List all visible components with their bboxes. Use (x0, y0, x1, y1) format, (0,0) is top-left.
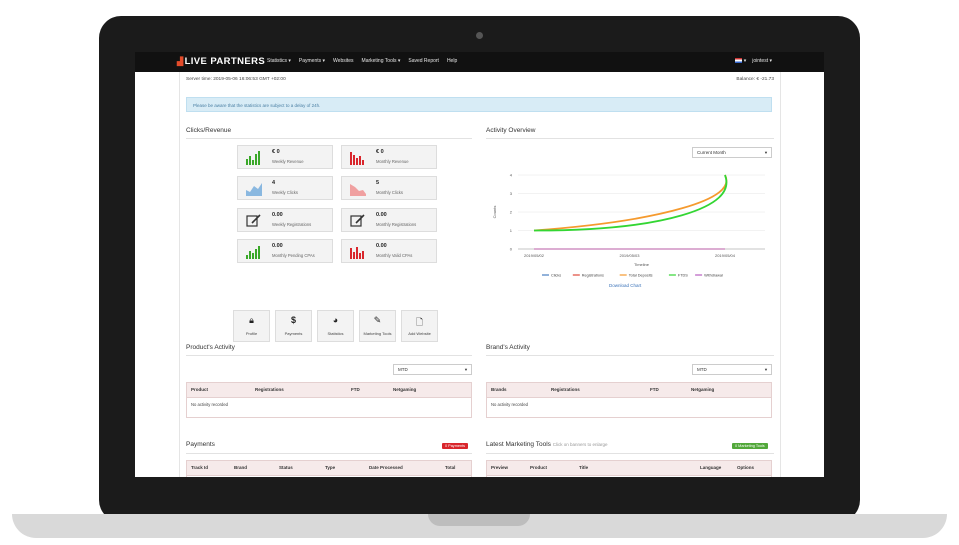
x-tick-label: 2019/05/04 (715, 253, 736, 258)
empty-row: No activity recorded (191, 402, 229, 407)
divider (186, 453, 472, 454)
lock-icon: 🔒︎ (249, 315, 254, 325)
logo-bars-icon: ▟ (177, 57, 184, 66)
marketing-tools-count-badge: 0 Marketing Tools (732, 443, 768, 449)
table-header: Track Id Brand Status Type Date Processe… (187, 461, 471, 476)
logo[interactable]: ▟LIVE PARTNERS (177, 56, 266, 67)
x-axis-label: Timeline (634, 262, 650, 267)
nav-menu: Statistics ▾ Payments ▾ Websites Marketi… (267, 58, 457, 64)
caret-down-icon: ▼ (764, 367, 768, 372)
x-tick-label: 2019/05/02 (524, 253, 545, 258)
brand-activity-title: Brand's Activity (486, 344, 530, 351)
stat-weekly-clicks[interactable]: 4 Weekly Clicks (237, 176, 333, 200)
empty-row: No activity recorded (491, 402, 529, 407)
legend-entry: Registrations (582, 274, 604, 278)
laptop-notch (428, 514, 530, 526)
language-flag-icon[interactable]: ▾ (735, 58, 746, 64)
download-chart-link[interactable]: Download Chart (609, 283, 642, 288)
screen: ▟LIVE PARTNERS Statistics ▾ Payments ▾ W… (135, 52, 824, 477)
divider (486, 453, 774, 454)
y-tick-label: 0 (510, 247, 513, 252)
quick-add-website-button[interactable]: 🗋︎ Add Website (401, 310, 438, 342)
series-line-ftds (533, 174, 728, 232)
dashboard-page: Server time: 2019-05-06 16:06:53 GMT +02… (179, 72, 781, 477)
server-time: Server time: 2019-05-06 16:06:53 GMT +02… (186, 77, 286, 82)
divider (186, 138, 472, 139)
payments-table: Track Id Brand Status Type Date Processe… (186, 460, 472, 477)
user-menu[interactable]: jointest ▾ (752, 58, 772, 64)
clicks-revenue-title: Clicks/Revenue (186, 127, 232, 134)
y-tick-label: 3 (510, 191, 513, 196)
nav-payments[interactable]: Payments ▾ (298, 58, 326, 64)
activity-chart: 0 1 2 3 4 2019/05/02 2019/05/03 2019/05/04 Timel… (492, 173, 765, 278)
product-activity-title: Product's Activity (186, 344, 235, 351)
marketing-tools-table: Preview Product Title Language Options (486, 460, 772, 477)
balance: Balance: € -21.73 (736, 77, 774, 82)
area-chart-icon (246, 183, 262, 196)
series-line-total-deposits (533, 174, 728, 232)
quick-profile-button[interactable]: 🔒︎ Profile (233, 310, 270, 342)
nav-saved-report[interactable]: Saved Report (408, 58, 439, 64)
y-tick-label: 2 (510, 210, 513, 215)
caret-down-icon: ▼ (464, 367, 468, 372)
table-header: Preview Product Title Language Options (487, 461, 771, 476)
bar-chart-icon (246, 151, 260, 165)
edit-icon: ✎ (373, 315, 382, 325)
quick-statistics-button[interactable]: ◕ Statistics (317, 310, 354, 342)
stat-monthly-pending-cpas[interactable]: 0.00 Monthly Pending CPAs (237, 239, 333, 263)
divider (486, 355, 774, 356)
stat-monthly-registrations[interactable]: 0.00 Monthly Registrations (341, 208, 437, 232)
x-tick-label: 2019/05/03 (619, 253, 640, 258)
brand-activity-table: Brands Registrations FTD Netgaming No ac… (486, 382, 772, 418)
nav-help[interactable]: Help (446, 58, 458, 64)
activity-period-select[interactable]: Current Month ▼ (692, 147, 772, 158)
product-activity-table: Product Registrations FTD Netgaming No a… (186, 382, 472, 418)
nav-websites[interactable]: Websites (333, 58, 354, 64)
caret-down-icon: ▼ (764, 150, 768, 155)
payments-title: Payments (186, 441, 215, 448)
brand-period-select[interactable]: MTD ▼ (692, 364, 772, 375)
info-alert: Please be aware that the statistics are … (186, 97, 772, 112)
add-file-icon: 🗋︎ (415, 317, 424, 327)
pie-chart-icon: ◕ (332, 315, 339, 325)
y-axis-label: Counts (492, 206, 497, 219)
stat-weekly-revenue[interactable]: € 0 Weekly Revenue (237, 145, 333, 169)
marketing-tools-title: Latest Marketing Tools Click on banners … (486, 441, 608, 448)
quick-marketing-tools-button[interactable]: ✎ Marketing Tools (359, 310, 396, 342)
nav-marketing-tools[interactable]: Marketing Tools ▾ (361, 58, 401, 64)
y-tick-label: 1 (510, 228, 513, 233)
table-header: Product Registrations FTD Netgaming (187, 383, 471, 398)
y-tick-label: 4 (510, 173, 513, 178)
top-navbar: ▟LIVE PARTNERS Statistics ▾ Payments ▾ W… (135, 52, 824, 72)
stat-monthly-clicks[interactable]: 5 Monthly Clicks (341, 176, 437, 200)
bar-chart-icon (246, 246, 260, 259)
edit-icon (246, 214, 261, 227)
dollar-icon: $ (290, 315, 296, 325)
divider (486, 138, 774, 139)
product-period-select[interactable]: MTD ▼ (393, 364, 472, 375)
nav-statistics[interactable]: Statistics ▾ (267, 58, 291, 64)
quick-payments-button[interactable]: $ Payments (275, 310, 312, 342)
payments-count-badge: 0 Payments (442, 443, 469, 449)
area-chart-icon (350, 184, 366, 196)
divider (186, 355, 472, 356)
bar-chart-icon (350, 152, 364, 165)
legend-entry: Withdrawal (704, 274, 723, 278)
legend-entry: Clicks (551, 274, 561, 278)
stat-weekly-registrations[interactable]: 0.00 Weekly Registrations (237, 208, 333, 232)
camera-dot (476, 32, 483, 39)
stat-monthly-valid-cpas[interactable]: 0.00 Monthly Valid CPAs (341, 239, 437, 263)
legend-entry: Total Deposits (629, 274, 653, 278)
edit-icon (350, 214, 365, 227)
nav-right: ▾ jointest ▾ (735, 58, 772, 64)
legend-entry: FTDS (678, 274, 688, 278)
bar-chart-icon (350, 247, 364, 259)
table-header: Brands Registrations FTD Netgaming (487, 383, 771, 398)
activity-overview-title: Activity Overview (486, 127, 536, 134)
stat-monthly-revenue[interactable]: € 0 Monthly Revenue (341, 145, 437, 169)
